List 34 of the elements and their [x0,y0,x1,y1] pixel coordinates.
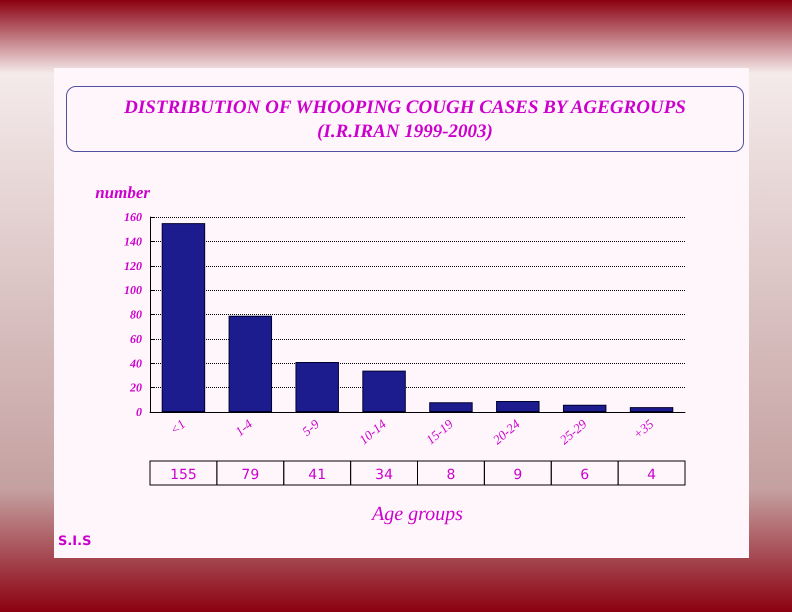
x-tick-label: +35 [630,416,657,442]
x-tick-label: 5-9 [299,416,322,439]
data-label: 8 [446,467,456,483]
y-axis-title: number [95,183,150,202]
y-tick-label: 140 [124,234,142,248]
y-tick-label: 120 [124,258,142,273]
data-label: 41 [308,467,326,483]
data-label: 34 [375,467,394,483]
bar [162,223,206,412]
bar [562,404,606,412]
chart-title: DISTRIBUTION OF WHOOPING COUGH CASES BY AGEGROUPS [123,97,687,119]
y-tick-label: 0 [136,405,142,419]
x-axis-title: Age groups [370,503,464,525]
bar [295,362,339,412]
data-label: 4 [647,467,656,483]
data-label: 155 [170,467,197,483]
y-tick-label: 60 [130,332,142,346]
x-tick-label: <1 [166,416,188,438]
data-label: 79 [241,467,260,483]
y-tick-label: 20 [129,380,142,395]
bar [429,402,473,412]
bar [362,370,406,412]
chart-subtitle: (I.R.IRAN 1999-2003) [316,121,494,143]
bar [228,316,272,412]
y-tick-label: 80 [130,308,142,322]
data-label: 9 [513,467,522,483]
y-tick-label: 160 [124,210,142,224]
bar [630,407,674,412]
text: S.I.S [58,534,92,549]
y-tick-label: 100 [124,283,142,298]
data-label: 6 [580,467,590,483]
bar [496,401,540,412]
y-tick-label: 40 [129,356,142,370]
x-tick-label: 1-4 [232,416,256,439]
